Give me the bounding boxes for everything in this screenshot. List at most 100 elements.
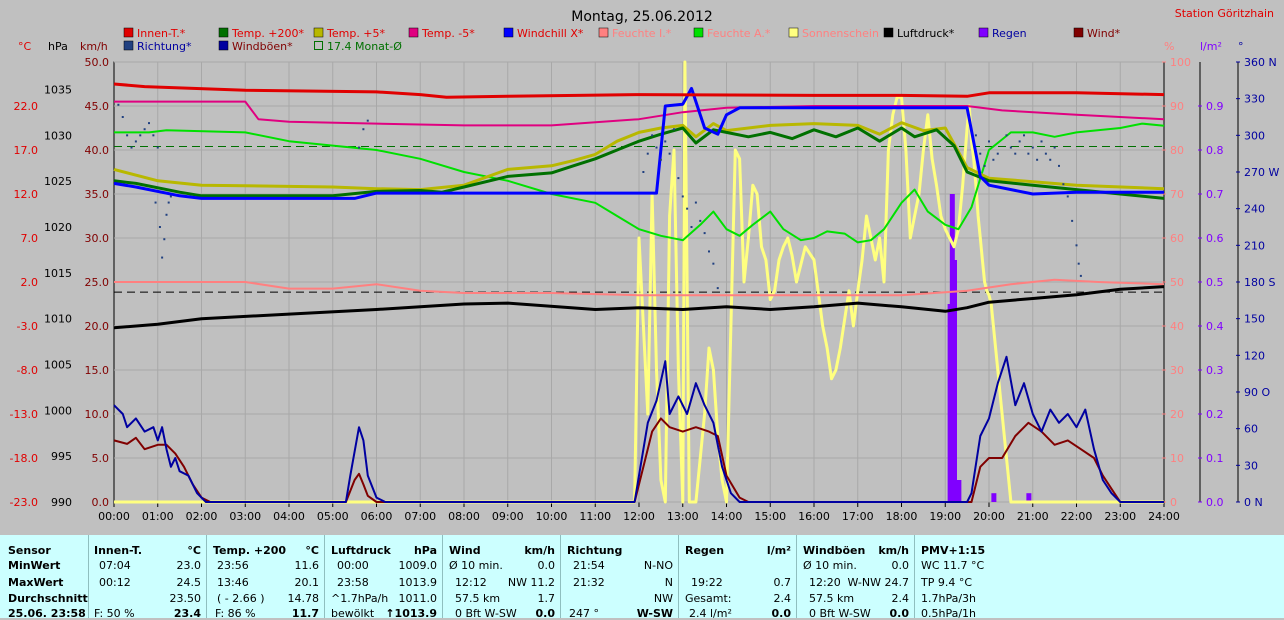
direction-dot (974, 134, 977, 137)
legend-item: Sonnenschein (788, 27, 879, 40)
wind-tick-label: 20.0 (85, 320, 110, 333)
direction-dot (1040, 140, 1043, 143)
dir-tick-label: 240 (1244, 203, 1265, 216)
direction-dot (154, 201, 157, 204)
stats-col-regen: Regen l/m² 19:22 0.7 Gesamt: 2.4 2.4 l/m… (678, 535, 796, 620)
boeen-min-value: 0.0 (891, 559, 910, 572)
x-tick-label: 14:00 (711, 510, 743, 523)
wind-tick-label: 40.0 (85, 144, 110, 157)
pmv-current: 0.5hPa/1h (921, 607, 977, 620)
dir-tick-label: 90 O (1244, 386, 1270, 399)
wind-avg-value: 1.7 (537, 592, 556, 605)
direction-dot (655, 146, 658, 149)
temp-tick-label: 17.0 (14, 144, 39, 157)
direction-dot (148, 122, 150, 125)
legend-swatch (218, 27, 229, 38)
wind-max-value: NW 11.2 (507, 576, 555, 589)
temp-min-time: 23:56 (217, 559, 249, 572)
direction-dot (152, 134, 155, 137)
statistics-panel: Sensor MinWert MaxWert Durchschnitt 25.0… (0, 535, 1284, 620)
legend-item: Regen (978, 27, 1027, 40)
direction-dot (1071, 219, 1074, 222)
direction-dot (169, 195, 172, 198)
x-tick-label: 18:00 (886, 510, 918, 523)
temp-min-value: 11.6 (294, 559, 320, 572)
direction-dot (1079, 274, 1082, 277)
press-tick-label: 1015 (44, 267, 72, 280)
legend-item: Windböen* (218, 40, 293, 53)
hum-tick-label: 30 (1170, 364, 1184, 377)
legend-swatch (978, 27, 989, 38)
druck-current-label: bewölkt (331, 607, 375, 620)
legend-label: Luftdruck* (897, 27, 955, 40)
legend-swatch (314, 41, 323, 50)
wind-min-value: 0.0 (537, 559, 556, 572)
direction-dot (673, 128, 675, 131)
series-temp-200 (113, 126, 1165, 200)
legend-item: Wind* (1073, 27, 1121, 40)
unit-temp: °C (18, 40, 32, 53)
pmv-avg: 1.7hPa/3h (921, 592, 977, 605)
direction-dot (117, 103, 120, 106)
direction-dot (1009, 146, 1012, 149)
stats-col-temp: Temp. +200 °C 23:56 11.6 13:46 20.1 ( - … (206, 535, 324, 620)
direction-dot (366, 119, 369, 122)
wind-max-time: 12:12 (455, 576, 487, 589)
direction-dot (1014, 152, 1017, 155)
rain-tick-label: 0.3 (1206, 364, 1224, 377)
hum-tick-label: 0 (1170, 496, 1177, 509)
rain-bar (1026, 493, 1032, 502)
legend-label: Innen-T.* (137, 27, 186, 40)
direction-dot (651, 134, 654, 137)
legend-swatch (503, 27, 514, 38)
direction-dot (163, 238, 166, 241)
legend: Innen-T.* Temp. +200* Temp. +5* Temp. -5* Wi… (123, 27, 1121, 53)
innen-max-value: 24.5 (176, 576, 202, 589)
direction-dot (1066, 195, 1069, 198)
temp-tick-label: 12.0 (14, 188, 39, 201)
x-tick-label: 01:00 (142, 510, 174, 523)
chart-title: Montag, 25.06.2012 (571, 9, 713, 25)
boeen-avg-value: 2.4 (891, 592, 910, 605)
boeen-max-value: W-NW 24.7 (847, 576, 910, 589)
press-tick-label: 995 (51, 450, 72, 463)
direction-dot (362, 128, 365, 131)
rain-tick-label: 0.1 (1206, 452, 1224, 465)
label-avg: Durchschnitt (8, 592, 88, 605)
direction-dot (703, 232, 706, 235)
press-tick-label: 1025 (44, 175, 72, 188)
x-tick-label: 11:00 (579, 510, 611, 523)
wind-tick-label: 35.0 (85, 188, 110, 201)
legend-item: Temp. +5* (313, 27, 386, 40)
wind-current-label: 0 Bft W-SW (455, 607, 517, 620)
press-tick-label: 1020 (44, 221, 72, 234)
temp-tick-label: 7.0 (21, 232, 39, 245)
unit-press: hPa (48, 40, 68, 53)
wind-tick-label: 10.0 (85, 408, 110, 421)
legend-swatch (598, 27, 609, 38)
druck-avg-label: ^1.7hPa/h (331, 592, 389, 605)
temp-avg-value: 14.78 (287, 592, 320, 605)
hum-tick-label: 50 (1170, 276, 1184, 289)
direction-dot (1023, 134, 1025, 137)
regen-max-value: 0.7 (773, 576, 792, 589)
richtung-title: Richtung (567, 544, 623, 557)
innen-max-time: 00:12 (99, 576, 131, 589)
legend-item: Feuchte I.* (598, 27, 672, 40)
hum-tick-label: 10 (1170, 452, 1184, 465)
pmv-min: WC 11.7 °C (921, 559, 985, 572)
hum-tick-label: 60 (1170, 232, 1184, 245)
rain-tick-label: 0.5 (1206, 276, 1224, 289)
direction-dot (694, 201, 697, 204)
stats-col-labels: Sensor MinWert MaxWert Durchschnitt 25.0… (0, 535, 88, 620)
rain-tick-label: 0.4 (1206, 320, 1224, 333)
legend-swatch (313, 27, 324, 38)
direction-dot (358, 146, 360, 149)
boeen-unit: km/h (878, 544, 909, 557)
direction-dot (979, 152, 982, 155)
weather-chart: Montag, 25.06.2012 Station Göritzhain °C… (10, 7, 1280, 523)
direction-dot (642, 171, 645, 173)
direction-dot (1058, 164, 1060, 167)
x-tick-label: 20:00 (973, 510, 1005, 523)
direction-dot (1053, 146, 1056, 149)
